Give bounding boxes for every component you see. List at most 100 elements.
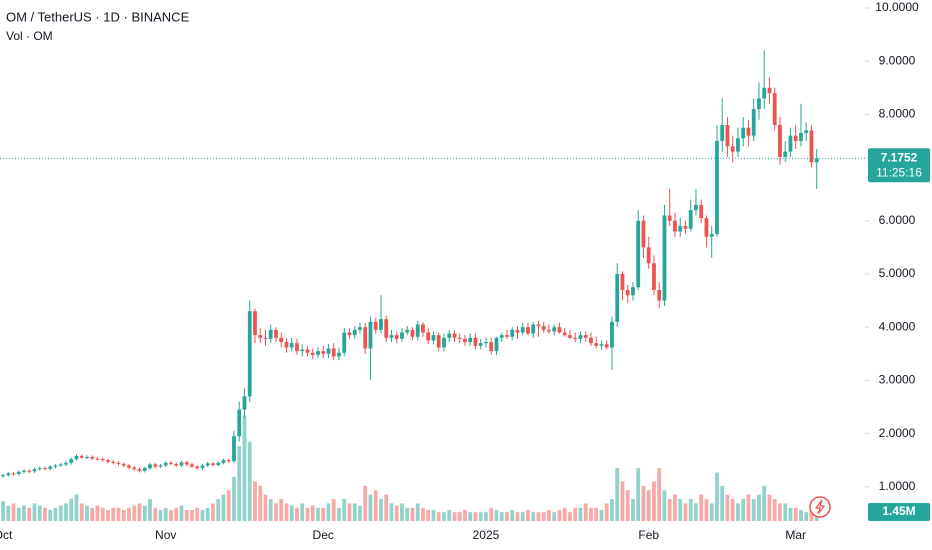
volume-bar	[615, 468, 620, 521]
volume-bar	[725, 494, 730, 521]
volume-bar	[541, 512, 546, 521]
volume-bar	[667, 499, 672, 521]
volume-bar	[489, 507, 494, 521]
volume-bar	[646, 490, 651, 521]
volume-bar	[1, 501, 5, 521]
y-tick-label: 2.0000	[879, 426, 916, 440]
legend-bg	[0, 0, 200, 48]
candle-body	[431, 335, 436, 341]
candle-body	[22, 470, 26, 472]
volume-bar	[195, 507, 200, 521]
candle-body	[289, 343, 294, 348]
volume-bar	[720, 485, 725, 521]
volume-bar	[268, 499, 273, 521]
candle-body	[741, 127, 746, 139]
volume-bar	[421, 507, 425, 521]
volume-bar	[48, 510, 53, 521]
volume-bar	[426, 510, 431, 521]
volume-bar	[625, 490, 630, 521]
y-tick-label: 3.0000	[879, 373, 916, 387]
volume-bar	[242, 415, 247, 521]
volume-bar	[431, 510, 436, 521]
candle-body	[426, 332, 431, 341]
volume-bar	[662, 490, 667, 521]
volume-bar	[678, 499, 683, 521]
candle-body	[347, 332, 352, 336]
volume-bar	[473, 512, 478, 521]
volume-bar	[699, 494, 704, 521]
volume-bar	[704, 499, 709, 521]
candle-body	[263, 337, 268, 339]
candle-body	[27, 470, 32, 472]
volume-tag	[868, 503, 930, 521]
candle-body	[457, 337, 462, 339]
volume-bar	[746, 494, 751, 521]
candle-body	[746, 127, 751, 136]
volume-bar	[562, 507, 567, 521]
volume-bar	[762, 485, 767, 521]
candle-body	[137, 469, 142, 471]
volume-bar	[620, 481, 625, 521]
volume-bar	[352, 503, 357, 521]
volume-bar	[247, 441, 252, 521]
volume-bar	[6, 505, 11, 521]
volume-bar	[410, 507, 415, 521]
volume-bar	[736, 503, 740, 521]
volume-bar	[221, 494, 226, 521]
candle-body	[316, 351, 320, 355]
candle-body	[163, 462, 168, 466]
candle-body	[295, 343, 299, 352]
candle-body	[179, 462, 184, 466]
volume-bar	[237, 446, 242, 521]
candle-body	[641, 220, 646, 248]
candle-body	[11, 473, 16, 475]
candle-body	[69, 459, 74, 463]
candle-body	[631, 287, 635, 296]
volume-bar	[788, 507, 793, 521]
candle-body	[568, 335, 572, 338]
volume-bar	[578, 507, 583, 521]
volume-bar	[368, 494, 373, 521]
volume-bar	[389, 503, 394, 521]
volume-bar	[778, 503, 782, 521]
x-tick-label: Nov	[155, 528, 176, 542]
candle-body	[452, 333, 457, 338]
candle-body	[573, 337, 578, 339]
candle-body	[505, 335, 509, 337]
replay-icon[interactable]	[809, 496, 831, 518]
volume-bar	[552, 512, 557, 521]
candle-body	[557, 327, 562, 333]
volume-tag-label: 1.45M	[882, 504, 915, 518]
volume-bar	[253, 481, 257, 521]
candle-body	[200, 465, 205, 469]
x-tick-label: Mar	[785, 528, 806, 542]
candle-body	[599, 344, 604, 346]
candle-body	[1, 475, 5, 477]
candle-body	[673, 220, 677, 232]
candle-body	[310, 352, 315, 355]
volume-bar	[148, 499, 152, 521]
x-tick-label: Feb	[638, 528, 659, 542]
candle-body	[646, 247, 651, 264]
candle-body	[258, 335, 263, 338]
candle-body	[211, 463, 215, 465]
y-tick-label: 10.0000	[875, 0, 919, 14]
candle-body	[541, 326, 546, 330]
y-tick-label: 1.0000	[879, 479, 916, 493]
x-tick-label: Dec	[313, 528, 334, 542]
volume-bar	[505, 512, 509, 521]
last-price-tag	[868, 148, 930, 183]
y-tick-label: 6.0000	[879, 213, 916, 227]
candle-body	[704, 218, 709, 237]
candle-body	[709, 234, 714, 237]
volume-bar	[310, 505, 315, 521]
volume-bar	[589, 507, 593, 521]
candle-body	[615, 273, 620, 322]
candle-body	[410, 329, 415, 337]
candle-body	[373, 321, 378, 330]
candle-body	[799, 133, 803, 141]
candle-body	[195, 466, 200, 469]
volume-bar	[305, 507, 310, 521]
candle-body	[772, 93, 777, 126]
candle-body	[158, 465, 163, 467]
